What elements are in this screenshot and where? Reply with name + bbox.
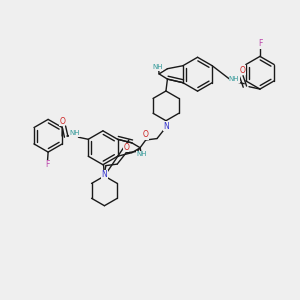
Text: O: O [143,130,149,139]
Text: NH: NH [137,151,147,157]
Text: NH: NH [152,64,163,70]
Text: NH: NH [229,76,239,82]
Text: N: N [164,122,169,130]
Text: F: F [258,39,262,48]
Text: F: F [45,160,50,169]
Text: N: N [101,170,107,179]
Text: O: O [240,66,246,75]
Text: NH: NH [70,130,80,136]
Text: O: O [59,117,65,126]
Text: O: O [123,143,129,152]
